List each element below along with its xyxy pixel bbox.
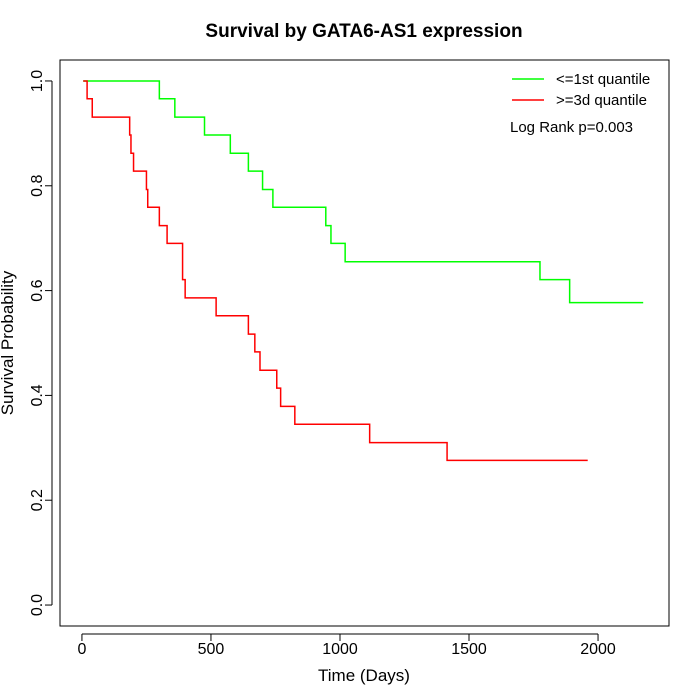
logrank-annotation: Log Rank p=0.003 [510, 119, 633, 136]
series-layer [83, 80, 644, 462]
y-tick-label: 0.0 [29, 594, 46, 616]
x-tick-label: 1500 [451, 641, 487, 658]
y-axis-label: Survival Probability [0, 270, 17, 415]
y-tick-label: 0.6 [29, 279, 46, 301]
x-tick-label: 1000 [322, 641, 358, 658]
x-axis: 0 500 1000 1500 2000 [77, 633, 616, 658]
survival-curve-high [83, 80, 588, 462]
x-tick-label: 0 [77, 641, 86, 658]
legend-label-low: <=1st quantile [556, 71, 650, 88]
y-tick-label: 1.0 [29, 70, 46, 92]
x-axis-label: Time (Days) [318, 666, 410, 685]
y-axis: 0.0 0.2 0.4 0.6 0.8 1.0 [29, 70, 53, 616]
legend: <=1st quantile >=3d quantile [512, 71, 650, 109]
chart-title: Survival by GATA6-AS1 expression [205, 21, 522, 42]
y-tick-label: 0.4 [29, 384, 46, 406]
legend-label-high: >=3d quantile [556, 92, 647, 109]
plot-frame [59, 59, 670, 627]
y-tick-label: 0.2 [29, 489, 46, 511]
survival-curve-low [83, 80, 644, 304]
x-tick-label: 500 [198, 641, 225, 658]
y-tick-label: 0.8 [29, 175, 46, 197]
x-tick-label: 2000 [580, 641, 616, 658]
